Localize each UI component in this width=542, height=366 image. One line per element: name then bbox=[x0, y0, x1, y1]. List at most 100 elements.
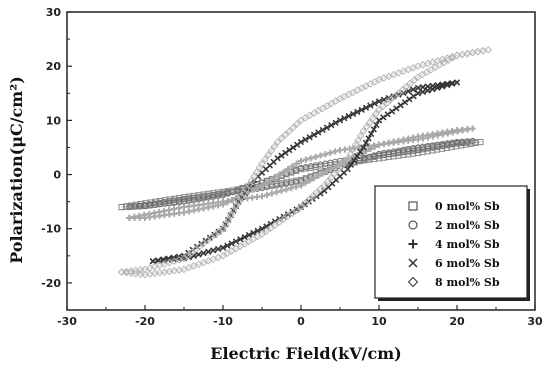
data-point bbox=[232, 202, 240, 210]
data-point bbox=[219, 224, 227, 233]
data-point bbox=[279, 215, 288, 223]
data-point bbox=[357, 84, 366, 92]
data-point bbox=[200, 249, 207, 257]
data-point bbox=[211, 230, 220, 239]
data-point bbox=[312, 153, 319, 161]
data-point bbox=[337, 162, 345, 170]
data-point bbox=[136, 270, 145, 279]
series-line bbox=[121, 49, 489, 276]
data-point bbox=[288, 184, 295, 192]
y-tick-label: 0 bbox=[53, 169, 61, 182]
data-point bbox=[285, 127, 294, 136]
data-point bbox=[379, 102, 387, 111]
data-point bbox=[444, 80, 451, 87]
data-point bbox=[185, 208, 192, 215]
data-point bbox=[410, 93, 417, 100]
data-point bbox=[131, 214, 138, 221]
data-point bbox=[402, 82, 411, 91]
data-point bbox=[267, 176, 274, 184]
data-point bbox=[190, 207, 197, 214]
data-point bbox=[320, 181, 329, 190]
data-point bbox=[214, 245, 222, 253]
data-point bbox=[310, 175, 318, 182]
data-point bbox=[382, 99, 391, 107]
legend-entry: 6 mol% Sb bbox=[408, 257, 500, 270]
series-layer bbox=[117, 46, 493, 279]
y-tick-label: -20 bbox=[41, 277, 61, 290]
data-point bbox=[362, 82, 370, 90]
data-point bbox=[327, 173, 335, 182]
data-point bbox=[373, 121, 380, 129]
x-tick-label: 0 bbox=[297, 315, 305, 328]
data-point bbox=[384, 111, 391, 118]
data-point bbox=[319, 126, 326, 134]
data-point bbox=[149, 258, 156, 265]
data-point bbox=[323, 124, 331, 131]
data-point bbox=[327, 99, 336, 108]
data-point bbox=[375, 117, 383, 124]
data-point bbox=[366, 80, 375, 88]
data-point bbox=[270, 142, 279, 151]
data-point bbox=[310, 109, 318, 117]
data-point bbox=[414, 84, 422, 91]
data-point bbox=[349, 88, 357, 97]
data-point bbox=[258, 182, 266, 189]
data-point bbox=[200, 205, 207, 212]
data-point bbox=[123, 203, 130, 210]
data-point bbox=[297, 203, 305, 211]
data-point bbox=[399, 67, 408, 76]
data-point bbox=[289, 163, 296, 170]
data-point bbox=[317, 152, 324, 159]
data-point bbox=[288, 209, 297, 217]
data-point bbox=[375, 98, 383, 105]
data-point bbox=[458, 50, 467, 59]
data-point bbox=[126, 214, 133, 221]
data-point bbox=[394, 69, 403, 77]
data-point bbox=[368, 114, 377, 123]
data-point bbox=[118, 203, 125, 211]
series-8-mol-sb bbox=[117, 46, 493, 279]
data-point bbox=[336, 147, 344, 154]
legend-marker bbox=[408, 239, 418, 249]
data-point bbox=[122, 267, 131, 276]
data-point bbox=[195, 206, 202, 213]
data-point bbox=[341, 115, 348, 122]
legend-label: 0 mol% Sb bbox=[435, 200, 500, 213]
data-point bbox=[284, 166, 292, 173]
data-point bbox=[365, 135, 372, 142]
data-point bbox=[234, 197, 243, 206]
data-point bbox=[228, 197, 235, 204]
data-point bbox=[191, 245, 200, 254]
data-point bbox=[146, 264, 154, 272]
data-point bbox=[276, 171, 283, 178]
data-point bbox=[293, 120, 301, 128]
data-point bbox=[362, 139, 370, 147]
data-point bbox=[141, 214, 149, 221]
data-point bbox=[327, 149, 334, 156]
data-point bbox=[433, 56, 442, 65]
data-point bbox=[237, 236, 244, 243]
data-point bbox=[356, 131, 365, 140]
data-point bbox=[328, 122, 335, 129]
data-point bbox=[351, 140, 360, 149]
data-point bbox=[202, 237, 209, 244]
data-point bbox=[278, 187, 285, 194]
data-point bbox=[444, 82, 451, 89]
data-point bbox=[414, 62, 422, 70]
data-point bbox=[370, 78, 379, 86]
data-point bbox=[453, 51, 461, 60]
data-point bbox=[229, 206, 238, 215]
data-point bbox=[315, 129, 322, 136]
data-point bbox=[375, 75, 383, 84]
data-point bbox=[224, 215, 233, 224]
data-point bbox=[215, 227, 223, 236]
data-point bbox=[322, 151, 329, 158]
legend-label: 4 mol% Sb bbox=[435, 238, 500, 251]
data-point bbox=[448, 52, 456, 61]
data-point bbox=[346, 149, 355, 158]
data-point bbox=[286, 147, 293, 154]
data-point bbox=[136, 266, 145, 274]
data-point bbox=[439, 83, 446, 90]
data-point bbox=[210, 203, 217, 210]
data-point bbox=[310, 131, 318, 138]
